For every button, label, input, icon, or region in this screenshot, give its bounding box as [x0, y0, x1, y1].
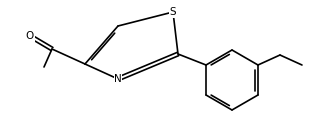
- Text: S: S: [170, 7, 176, 17]
- Text: O: O: [26, 31, 34, 41]
- Text: N: N: [114, 74, 122, 84]
